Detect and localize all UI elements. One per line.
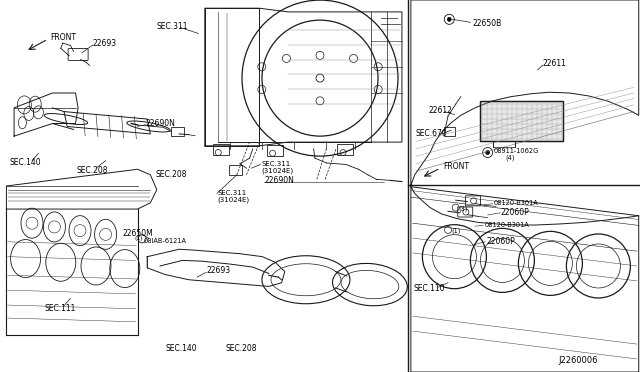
Text: 22650B: 22650B (472, 19, 502, 28)
Text: SEC.311: SEC.311 (261, 161, 291, 167)
Text: 22612: 22612 (428, 106, 452, 115)
Text: 22650M: 22650M (123, 229, 154, 238)
FancyBboxPatch shape (480, 101, 563, 141)
Text: SEC.110: SEC.110 (413, 284, 445, 293)
Text: (3): (3) (458, 205, 468, 212)
Text: 08911-1062G: 08911-1062G (494, 148, 540, 154)
Text: SEC.311: SEC.311 (218, 190, 247, 196)
Text: 22690N: 22690N (146, 119, 176, 128)
Text: 22611: 22611 (543, 60, 566, 68)
Circle shape (447, 17, 451, 21)
Text: 22693: 22693 (206, 266, 230, 275)
Text: SEC.208: SEC.208 (225, 344, 257, 353)
Text: SEC.208: SEC.208 (77, 166, 108, 175)
Text: SEC.208: SEC.208 (156, 170, 187, 179)
Text: 08IAB-6121A: 08IAB-6121A (144, 238, 187, 244)
Text: (31024E): (31024E) (261, 167, 293, 174)
Text: SEC.111: SEC.111 (45, 304, 76, 312)
Circle shape (486, 151, 490, 154)
Circle shape (316, 74, 324, 82)
Text: 22060P: 22060P (500, 208, 529, 217)
Text: FRONT: FRONT (50, 33, 76, 42)
Text: SEC.140: SEC.140 (165, 344, 196, 353)
Text: SEC.670: SEC.670 (415, 129, 447, 138)
Text: SEC.311: SEC.311 (157, 22, 188, 31)
Text: FRONT: FRONT (443, 162, 469, 171)
Text: (4): (4) (506, 155, 515, 161)
Text: 08120-B301A: 08120-B301A (494, 200, 539, 206)
Text: J2260006: J2260006 (558, 356, 598, 365)
Text: 22690N: 22690N (264, 176, 294, 185)
Text: 22060P: 22060P (486, 237, 515, 246)
Text: 22693: 22693 (93, 39, 117, 48)
Text: 08120-B301A: 08120-B301A (484, 222, 529, 228)
Text: (1): (1) (451, 227, 461, 234)
Text: (1): (1) (134, 236, 143, 241)
Text: SEC.140: SEC.140 (10, 158, 41, 167)
Text: (31024E): (31024E) (218, 196, 250, 203)
